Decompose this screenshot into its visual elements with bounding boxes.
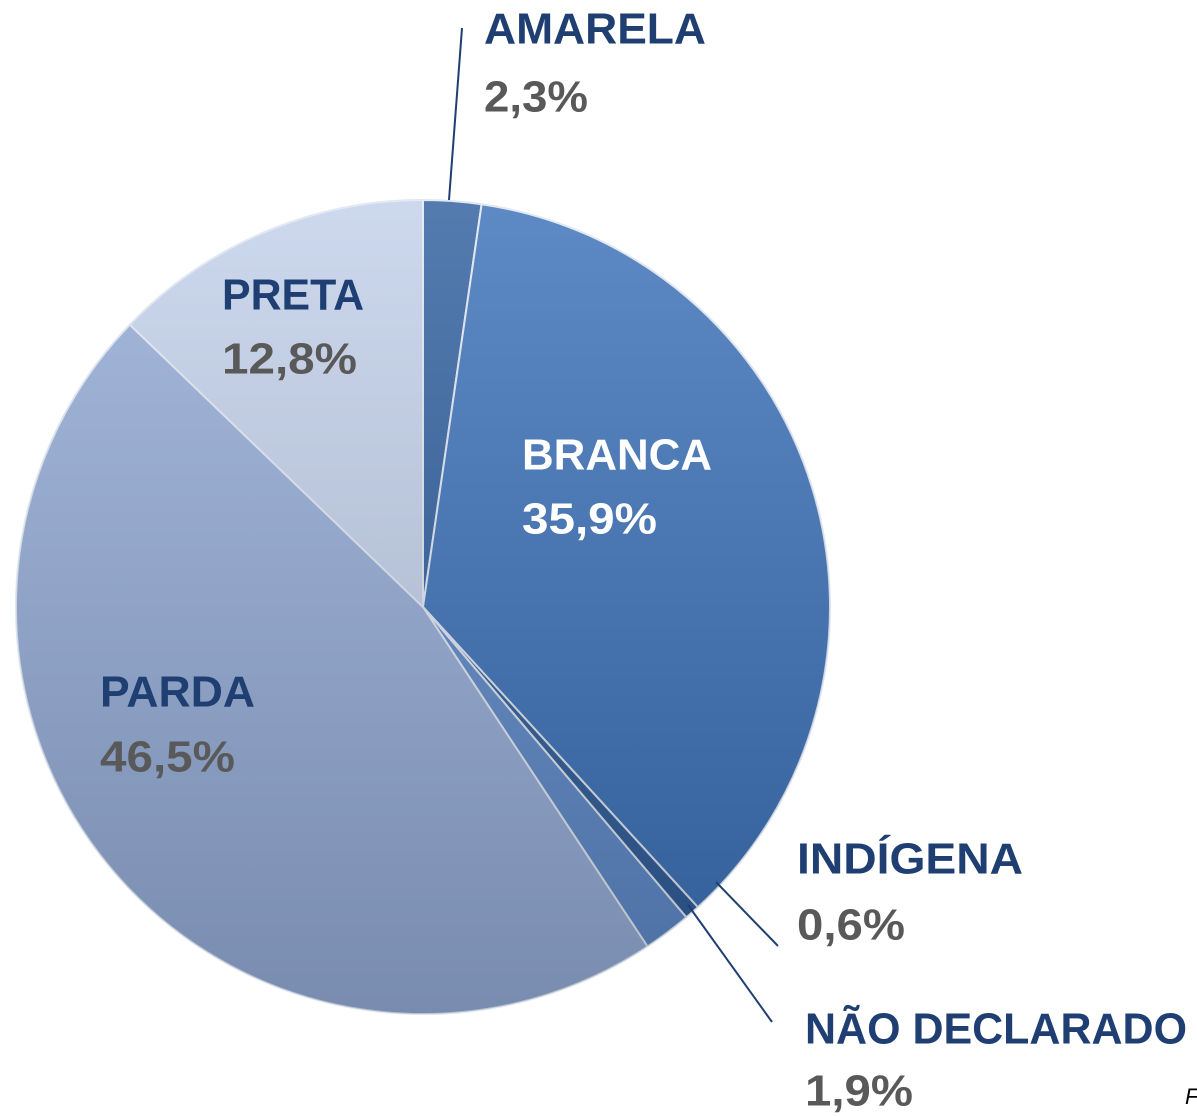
value-label: 0,6% [797,901,905,950]
value-label: 1,9% [805,1067,913,1116]
slice-label: BRANCA [522,431,712,480]
value-label: 35,9% [522,495,657,544]
value-label: 2,3% [484,73,588,122]
slice-label: PRETA [222,271,364,320]
pie [15,198,831,1015]
slice-label: INDÍGENA [797,834,1023,884]
leader-line [715,881,779,947]
value-label: 46,5% [100,733,235,782]
source: Fo [1185,1084,1197,1109]
value-label: 12,8% [222,335,357,384]
leader-line [687,904,773,1023]
leader-line [448,27,463,201]
slice-label: NÃO DECLARADO [805,1004,1187,1054]
slice-label: AMARELA [484,5,706,54]
slice-label: PARDA [100,668,255,717]
